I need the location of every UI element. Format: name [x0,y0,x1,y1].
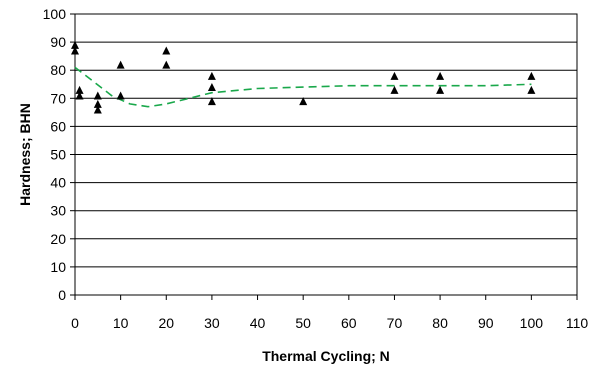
x-tick-label: 20 [158,315,174,331]
x-axis-ticks: 0 10 20 30 40 50 60 70 80 90 100 110 [71,295,588,331]
y-tick-label: 60 [50,118,66,134]
data-point [93,91,102,100]
data-point [162,46,171,55]
data-point [116,60,125,69]
y-tick-label: 0 [58,287,66,303]
data-point [162,60,171,69]
data-point [527,85,536,94]
grid-lines [75,13,577,296]
data-point [75,91,84,100]
data-point [93,105,102,114]
y-tick-label: 70 [50,90,66,106]
y-axis-ticks: 0 10 20 30 40 50 60 70 80 90 100 [43,6,75,303]
x-tick-label: 60 [341,315,357,331]
data-point [436,71,445,80]
y-tick-label: 80 [50,62,66,78]
y-tick-label: 90 [50,34,66,50]
data-points [71,40,536,114]
data-point [71,40,79,49]
data-point [116,91,125,100]
y-tick-label: 30 [50,203,66,219]
y-tick-label: 20 [50,231,66,247]
x-tick-label: 40 [250,315,266,331]
x-tick-label: 10 [113,315,129,331]
data-point [71,46,79,55]
x-tick-label: 50 [295,315,311,331]
data-point [207,97,216,106]
data-point [390,85,399,94]
data-point [527,71,536,80]
x-tick-label: 80 [432,315,448,331]
y-axis-title: Hardness; BHN [17,103,33,206]
data-point [75,85,84,94]
data-point [207,83,216,92]
x-tick-label: 30 [204,315,220,331]
x-tick-label: 100 [520,315,544,331]
y-tick-label: 100 [43,6,67,22]
x-tick-label: 90 [478,315,494,331]
y-tick-label: 10 [50,259,66,275]
x-tick-label: 70 [387,315,403,331]
data-point [93,99,102,108]
y-tick-label: 40 [50,175,66,191]
data-point [390,71,399,80]
x-axis-title: Thermal Cycling; N [262,348,390,364]
y-tick-label: 50 [50,147,66,163]
data-point [207,71,216,80]
x-tick-label: 0 [71,315,79,331]
x-tick-label: 110 [566,315,589,331]
data-point [299,97,308,106]
data-point [436,85,445,94]
